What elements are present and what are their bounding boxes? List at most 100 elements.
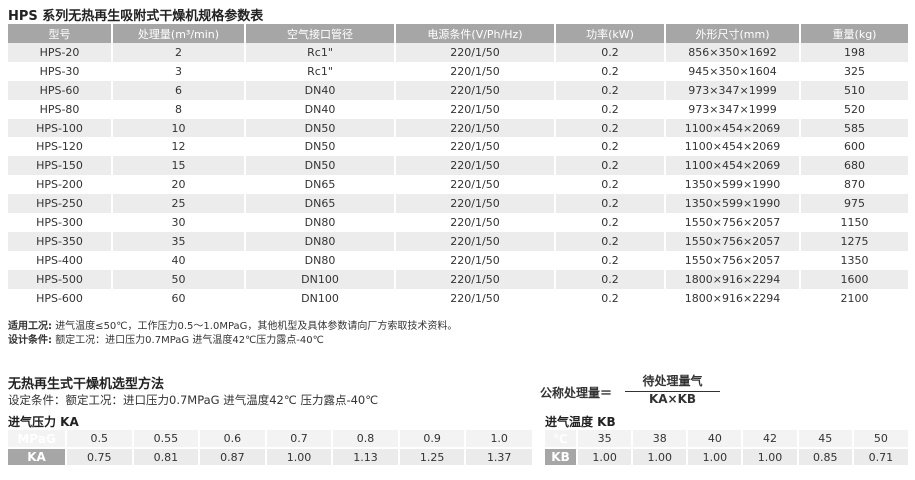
table-cell: DN80 bbox=[244, 250, 395, 270]
table-cell: 220/1/50 bbox=[394, 269, 555, 289]
table-cell: 0.2 bbox=[554, 213, 665, 232]
table-cell: 1800×916×2294 bbox=[664, 269, 800, 289]
table-cell: 973×347×1999 bbox=[664, 99, 800, 119]
table-cell: 0.2 bbox=[554, 137, 665, 157]
table-cell: 0.85 bbox=[796, 448, 853, 467]
table-cell: 0.2 bbox=[554, 288, 665, 308]
table-cell: 25 bbox=[111, 194, 245, 214]
table-cell: 1.00 bbox=[264, 448, 333, 467]
table-cell: DN40 bbox=[244, 80, 395, 100]
spec-table: 型号 处理量(m³/min) 空气接口管径 电源条件(V/Ph/Hz) 功率(kW) 外形… bbox=[8, 24, 908, 308]
table-cell: Rc1" bbox=[244, 43, 395, 62]
table-cell: HPS-600 bbox=[8, 288, 112, 308]
table-cell: HPS-80 bbox=[8, 99, 112, 119]
table-cell: HPS-200 bbox=[8, 175, 112, 195]
table-cell: 0.71 bbox=[851, 448, 908, 467]
table-cell: HPS-150 bbox=[8, 156, 112, 176]
table-cell: HPS-100 bbox=[8, 118, 112, 138]
table-cell: DN100 bbox=[244, 288, 395, 308]
table-cell: 0.87 bbox=[198, 448, 266, 467]
table-cell: 10 bbox=[111, 118, 245, 138]
table-cell: 12 bbox=[111, 137, 245, 157]
table-cell: DN50 bbox=[244, 156, 395, 176]
table-row: HPS-60 6 DN40 220/1/50 0.2 973×347×1999 510 bbox=[8, 80, 908, 100]
table-cell: 0.81 bbox=[131, 448, 200, 467]
table-cell: 45 bbox=[796, 430, 853, 449]
table-cell: 973×347×1999 bbox=[664, 80, 800, 100]
table-cell: DN50 bbox=[244, 118, 395, 138]
section-title: 无热再生式干燥机选型方法 bbox=[8, 377, 165, 392]
table-cell: 35 bbox=[111, 231, 245, 251]
row-header: KB bbox=[545, 448, 577, 467]
table-cell: 600 bbox=[799, 137, 908, 157]
table-cell: HPS-350 bbox=[8, 231, 112, 251]
table-cell: 220/1/50 bbox=[394, 137, 555, 157]
table-cell: 220/1/50 bbox=[394, 80, 555, 100]
table-cell: 1550×756×2057 bbox=[664, 213, 800, 232]
table-cell: 0.2 bbox=[554, 194, 665, 214]
table-cell: 0.2 bbox=[554, 231, 665, 251]
table-cell: 1.37 bbox=[464, 448, 532, 467]
table-cell: 40 bbox=[686, 430, 743, 449]
table-cell: 1350×599×1990 bbox=[664, 194, 800, 214]
header-cell: 外形尺寸(mm) bbox=[664, 24, 800, 43]
table-cell: 220/1/50 bbox=[394, 156, 555, 176]
table-cell: 0.2 bbox=[554, 250, 665, 270]
table-cell: 1100×454×2069 bbox=[664, 156, 800, 176]
table-cell: DN80 bbox=[244, 231, 395, 251]
table-cell: 50 bbox=[851, 430, 908, 449]
table-cell: 680 bbox=[799, 156, 908, 176]
table-cell: 1550×756×2057 bbox=[664, 250, 800, 270]
table-row: ℃ 35 38 40 42 45 50 bbox=[545, 430, 908, 449]
table-cell: 220/1/50 bbox=[394, 213, 555, 232]
table-cell: 220/1/50 bbox=[394, 250, 555, 270]
table-cell: 1350 bbox=[799, 250, 908, 270]
table-cell: DN65 bbox=[244, 175, 395, 195]
table-row: HPS-20 2 Rc1" 220/1/50 0.2 856×350×1692 198 bbox=[8, 43, 908, 62]
header-cell: 电源条件(V/Ph/Hz) bbox=[394, 24, 555, 43]
header-cell: 处理量(m³/min) bbox=[111, 24, 245, 43]
table-cell: HPS-250 bbox=[8, 194, 112, 214]
table-cell: 0.7 bbox=[264, 430, 333, 449]
table-row: HPS-500 50 DN100 220/1/50 0.2 1800×916×2294 16… bbox=[8, 269, 908, 289]
table-cell: 0.8 bbox=[331, 430, 399, 449]
table-row: HPS-80 8 DN40 220/1/50 0.2 973×347×1999 520 bbox=[8, 99, 908, 119]
table-cell: 0.2 bbox=[554, 156, 665, 176]
table-cell: 0.2 bbox=[554, 118, 665, 138]
note: 适用工况: 进气温度≤50℃，工作压力0.5～1.0MPaG，其他机型及具体参数… bbox=[8, 317, 457, 332]
table-cell: 0.2 bbox=[554, 80, 665, 100]
table-cell: 1100×454×2069 bbox=[664, 137, 800, 157]
table-cell: 0.2 bbox=[554, 175, 665, 195]
table-cell: HPS-20 bbox=[8, 43, 112, 62]
table-cell: DN80 bbox=[244, 213, 395, 232]
table-row: HPS-120 12 DN50 220/1/50 0.2 1100×454×2069 600 bbox=[8, 137, 908, 157]
table-cell: 1550×756×2057 bbox=[664, 231, 800, 251]
table-cell: 220/1/50 bbox=[394, 194, 555, 214]
table-row: HPS-600 60 DN100 220/1/50 0.2 1800×916×2294 21… bbox=[8, 288, 908, 308]
table-cell: DN65 bbox=[244, 194, 395, 214]
section-subtitle: 设定条件：额定工况：进口压力0.7MPaG 进气温度42℃ 压力露点-40℃ bbox=[8, 393, 379, 407]
table-cell: 1600 bbox=[799, 269, 908, 289]
row-header: MPaG bbox=[8, 430, 66, 449]
table-cell: HPS-500 bbox=[8, 269, 112, 289]
row-header: ℃ bbox=[545, 430, 577, 449]
table-cell: 42 bbox=[741, 430, 798, 449]
ka-title: 进气压力 KA bbox=[8, 415, 79, 429]
table-cell: 1.0 bbox=[464, 430, 532, 449]
table-row: KA 0.75 0.81 0.87 1.00 1.13 1.25 1.37 bbox=[8, 448, 532, 467]
table-row: HPS-400 40 DN80 220/1/50 0.2 1550×756×2057 135… bbox=[8, 250, 908, 270]
table-cell: 975 bbox=[799, 194, 908, 214]
table-cell: 220/1/50 bbox=[394, 288, 555, 308]
table-cell: 0.5 bbox=[65, 430, 133, 449]
formula-label: 公称处理量＝ bbox=[540, 386, 613, 400]
table-cell: HPS-60 bbox=[8, 80, 112, 100]
table-cell: 0.9 bbox=[397, 430, 466, 449]
table-cell: 30 bbox=[111, 213, 245, 232]
table-cell: 1150 bbox=[799, 213, 908, 232]
header-row: 型号 处理量(m³/min) 空气接口管径 电源条件(V/Ph/Hz) 功率(kW) 外形… bbox=[8, 24, 908, 43]
table-cell: 3 bbox=[111, 61, 245, 81]
table-cell: 0.2 bbox=[554, 99, 665, 119]
note-label: 设计条件: bbox=[8, 335, 52, 346]
table-cell: 1275 bbox=[799, 231, 908, 251]
